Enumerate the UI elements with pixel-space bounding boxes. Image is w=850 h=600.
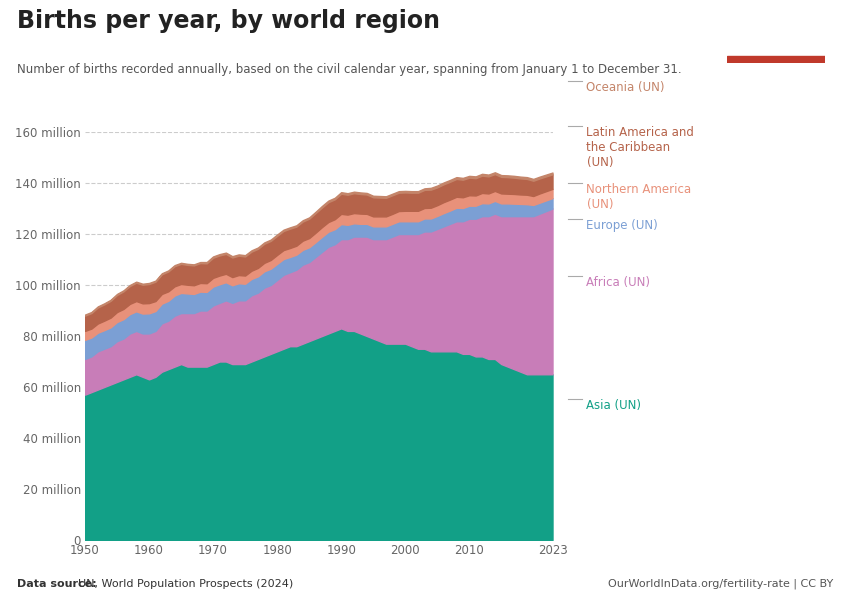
Text: OurWorldInData.org/fertility-rate | CC BY: OurWorldInData.org/fertility-rate | CC B… — [608, 578, 833, 589]
Bar — [727, 56, 824, 63]
Text: Asia (UN): Asia (UN) — [395, 449, 454, 463]
Text: Africa (UN): Africa (UN) — [586, 276, 650, 289]
Text: Asia (UN): Asia (UN) — [586, 399, 642, 412]
Text: in Data: in Data — [757, 37, 794, 46]
Text: Latin America and
the Caribbean
(UN): Latin America and the Caribbean (UN) — [586, 126, 694, 169]
Text: Births per year, by world region: Births per year, by world region — [17, 9, 440, 33]
Text: Our World: Our World — [750, 20, 802, 29]
Text: Africa (UN): Africa (UN) — [422, 278, 490, 292]
Text: Europe (UN): Europe (UN) — [586, 219, 658, 232]
Text: Data source:: Data source: — [17, 579, 100, 589]
Text: Northern America
(UN): Northern America (UN) — [586, 183, 692, 211]
Text: Oceania (UN): Oceania (UN) — [586, 81, 665, 94]
Text: Number of births recorded annually, based on the civil calendar year, spanning f: Number of births recorded annually, base… — [17, 63, 682, 76]
Text: UN, World Population Prospects (2024): UN, World Population Prospects (2024) — [78, 579, 293, 589]
